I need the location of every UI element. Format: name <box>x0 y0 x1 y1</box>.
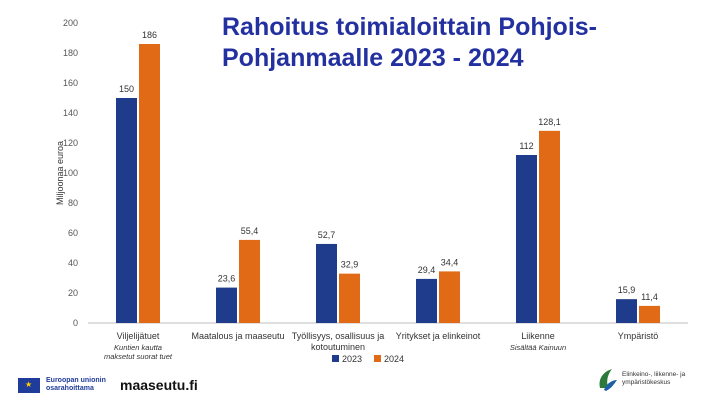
eu-logo-block: Euroopan unionin osarahoittama <box>18 377 116 393</box>
data-label-2024-5: 128,1 <box>538 117 561 127</box>
legend-swatch-2023 <box>332 355 339 362</box>
y-tick-label: 180 <box>63 48 78 58</box>
bar-2024-6 <box>639 305 660 323</box>
bar-2024-3 <box>339 273 360 323</box>
title-line-1: Rahoitus toimialoittain Pohjois- <box>222 13 597 41</box>
axis-group: 0 20 40 60 80 100 120 140 160 180 200 <box>63 18 688 328</box>
y-tick-label: 0 <box>73 318 78 328</box>
ely-text: Elinkeino-, liikenne- ja ympäristökeskus <box>622 371 686 386</box>
category-label: Liikenne <box>521 331 555 341</box>
y-tick-label: 60 <box>68 228 78 238</box>
data-label-2023-2: 23,6 <box>218 274 236 284</box>
legend-label-2023: 2023 <box>342 354 362 364</box>
bar-2023-5 <box>516 155 537 323</box>
bar-2024-5 <box>539 130 560 323</box>
y-tick-label: 20 <box>68 288 78 298</box>
legend-swatch-2024 <box>374 355 381 362</box>
data-label-2023-6: 15,9 <box>618 285 636 295</box>
category-label: kotoutuminen <box>311 342 365 352</box>
eu-flag-icon <box>18 377 40 393</box>
data-label-2023-5: 112 <box>519 141 533 151</box>
y-tick-label: 120 <box>63 138 78 148</box>
data-label-2024-1: 186 <box>142 30 157 40</box>
eu-funding-text: Euroopan unionin osarahoittama <box>46 377 106 392</box>
category-label: Maatalous ja maaseutu <box>191 331 284 341</box>
bar-chart: Miljoonaa euroa 0 20 40 60 80 100 120 140 160 180… <box>55 18 688 364</box>
category-note: maksetut suorat tuet <box>104 352 173 361</box>
data-label-2024-4: 34,4 <box>441 257 459 267</box>
data-label-2023-1: 150 <box>119 84 134 94</box>
category-note: Kuntien kautta <box>114 343 162 352</box>
bar-2023-1 <box>116 98 137 323</box>
y-tick-label: 140 <box>63 108 78 118</box>
bar-2024-2 <box>239 239 260 323</box>
y-tick-label: 40 <box>68 258 78 268</box>
title-line-2: Pohjanmaalle 2023 - 2024 <box>222 44 524 72</box>
legend-label-2024: 2024 <box>384 354 404 364</box>
y-tick-label: 200 <box>63 18 78 28</box>
y-axis-label: Miljoonaa euroa <box>55 141 65 205</box>
category-label: Ympäristö <box>618 331 659 341</box>
ely-leaf-icon <box>599 369 617 391</box>
bar-2023-4 <box>416 278 437 323</box>
y-tick-label: 100 <box>63 168 78 178</box>
category-note: Sisältää Kainuun <box>510 343 566 352</box>
category-label: Yritykset ja elinkeinot <box>396 331 481 341</box>
chart-title: Rahoitus toimialoittain Pohjois- Pohjanm… <box>222 12 682 74</box>
bar-2023-6 <box>616 299 637 323</box>
category-label: Viljelijätuet <box>117 331 160 341</box>
bar-2023-2 <box>216 287 237 323</box>
y-tick-label: 160 <box>63 78 78 88</box>
maaseutu-logo: maaseutu.fi <box>120 377 198 393</box>
data-label-2024-6: 11,4 <box>641 292 658 302</box>
y-tick-label: 80 <box>68 198 78 208</box>
data-label-2023-4: 29,4 <box>418 265 436 275</box>
data-label-2024-2: 55,4 <box>241 226 259 236</box>
bar-2024-4 <box>439 271 460 323</box>
ely-logo-block: Elinkeino-, liikenne- ja ympäristökeskus <box>596 366 712 392</box>
legend: 2023 2024 <box>332 354 404 364</box>
data-label-2023-3: 52,7 <box>318 230 336 240</box>
data-label-2024-3: 32,9 <box>341 260 359 270</box>
bar-2023-3 <box>316 243 337 323</box>
bar-2024-1 <box>139 44 160 323</box>
bars-group: 150 186 23,6 55,4 52,7 32,9 29,4 34,4 112 128,1 15… <box>116 30 660 323</box>
category-label: Työllisyys, osallisuus ja <box>292 331 385 341</box>
